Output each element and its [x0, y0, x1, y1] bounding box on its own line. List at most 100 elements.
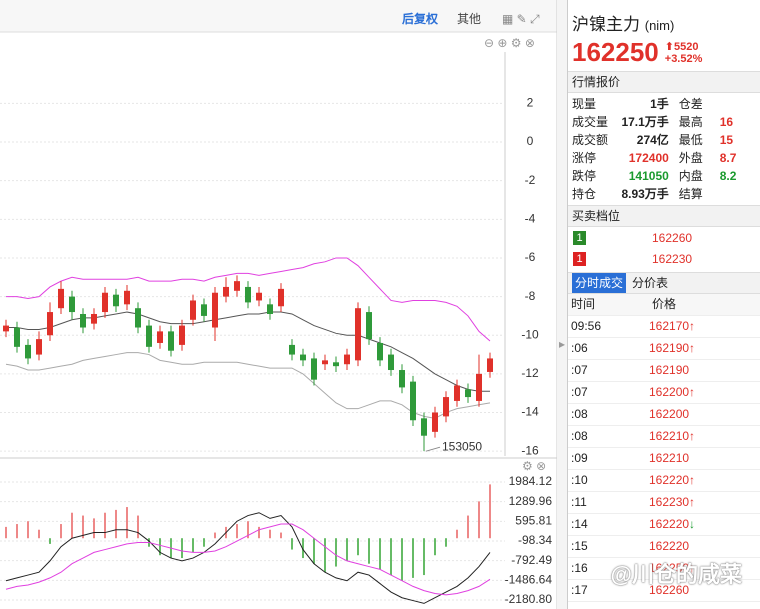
candle-body: [487, 358, 493, 372]
macd-bar: [247, 521, 249, 539]
time: :06: [571, 341, 588, 355]
candle-body: [421, 418, 427, 436]
trade-price: 162220↓: [649, 514, 749, 535]
y-tick-label: 1289.96: [509, 494, 553, 508]
arrow: ↓: [689, 517, 696, 531]
arrow: ↑: [689, 341, 696, 355]
macd-bar: [214, 532, 216, 539]
macd-bar: [5, 526, 7, 539]
macd-bar: [137, 515, 139, 539]
time: :17: [571, 583, 588, 597]
label: 成交额: [572, 133, 609, 147]
price: 162210: [649, 429, 690, 443]
macd-bar: [434, 538, 436, 556]
fq-button[interactable]: 后复权: [402, 11, 439, 26]
quote-row: 持仓 8.93万手 结算: [572, 185, 757, 203]
trade-price: 162250↑: [649, 558, 749, 579]
candle-body: [377, 342, 383, 361]
candle-body: [135, 308, 141, 328]
trade-price: 162210↑: [649, 426, 749, 447]
order-book: 1 162260 1 162230: [568, 227, 760, 269]
y-tick-label: -10: [521, 327, 539, 341]
header-cell: 时间: [571, 297, 596, 311]
price: 162230: [649, 495, 690, 509]
macd-bar: [49, 538, 51, 544]
macd-bar: [38, 529, 40, 539]
upper-line: [6, 257, 491, 342]
tab[interactable]: 分价表: [632, 276, 669, 290]
quote-row: 成交量 17.1万手 最高 16: [572, 113, 757, 131]
candle-body: [476, 373, 482, 401]
panel-icons[interactable]: ⚙ ⊗: [522, 459, 546, 473]
trade-price: 162200↑: [649, 382, 749, 403]
macd-bar: [82, 515, 84, 539]
candle-body: [443, 397, 449, 417]
macd-bar: [104, 512, 106, 539]
code: (nim): [644, 18, 675, 33]
splitter-arrow[interactable]: ▸: [559, 337, 565, 351]
y-tick-label: -4: [525, 211, 536, 225]
y-tick-label: 595.81: [515, 514, 552, 528]
level: 1: [573, 230, 586, 245]
macd-bar: [357, 538, 359, 556]
value: 8.7: [719, 151, 737, 165]
candle-body: [289, 344, 295, 355]
section-title: 买卖档位: [568, 205, 760, 227]
time: 09:56: [571, 319, 602, 333]
header-cell: 价格: [652, 297, 677, 311]
trade-row: :11 162230↑: [568, 492, 760, 514]
macd-bar: [467, 515, 469, 539]
tab[interactable]: 分时成交: [572, 273, 627, 293]
candle-body: [366, 312, 372, 340]
arrow: ↑: [689, 473, 696, 487]
splitter[interactable]: [557, 0, 567, 609]
dea-line: [5, 523, 491, 596]
candle-body: [36, 339, 42, 355]
other-button[interactable]: 其他: [457, 12, 481, 26]
macd-bar: [203, 538, 205, 547]
macd-bar: [258, 526, 260, 539]
macd-bar: [159, 538, 161, 556]
price: 162210: [649, 451, 690, 465]
panel-icons[interactable]: ⊖ ⊕ ⚙ ⊗: [484, 36, 535, 50]
arrow: ↑: [689, 385, 696, 399]
label: 内盘: [678, 169, 703, 183]
y-tick-label: -792.49: [511, 553, 552, 567]
candle-body: [91, 313, 97, 324]
candle-body: [124, 290, 130, 305]
time: :08: [571, 429, 588, 443]
value: 172400: [628, 151, 669, 165]
macd-bar: [302, 538, 304, 559]
candle-body: [465, 389, 471, 398]
y-tick-label: -2180.80: [505, 592, 553, 606]
change-value: 5520: [673, 40, 699, 53]
price: 162220: [649, 517, 690, 531]
macd-bar: [368, 538, 370, 564]
macd-bar: [445, 538, 447, 547]
macd-bar: [313, 538, 315, 564]
macd-bar: [280, 532, 282, 539]
label: 最低: [678, 133, 703, 147]
macd-bar: [401, 538, 403, 581]
macd-bar: [456, 529, 458, 539]
macd-bar: [379, 538, 381, 570]
quote-panel: 沪镍主力 (nim) 162250 ⬆5520 +3.52% 行情报价 现量 1手…: [567, 0, 760, 609]
price: 162190: [649, 341, 690, 355]
y-tick-label: -6: [525, 250, 536, 264]
watermark: @川仓的咸菜: [610, 562, 742, 587]
label: 仓差: [678, 97, 703, 111]
macd-bar: [16, 524, 18, 539]
trade-row: :07 162190: [568, 360, 760, 382]
trade-row: :09 162210: [568, 448, 760, 470]
macd-bar: [27, 521, 29, 539]
macd-bar: [236, 524, 238, 539]
candle-body: [278, 288, 284, 307]
price: 162190: [649, 363, 690, 377]
macd-bar: [115, 509, 117, 539]
candle-body: [201, 304, 207, 316]
time: :16: [571, 561, 588, 575]
macd-bar: [478, 501, 480, 539]
toolbar-icons[interactable]: ▦ ✎ ⤢: [502, 12, 540, 26]
trade-row: :17 162260: [568, 580, 760, 602]
y-tick-label: -2: [525, 173, 536, 187]
